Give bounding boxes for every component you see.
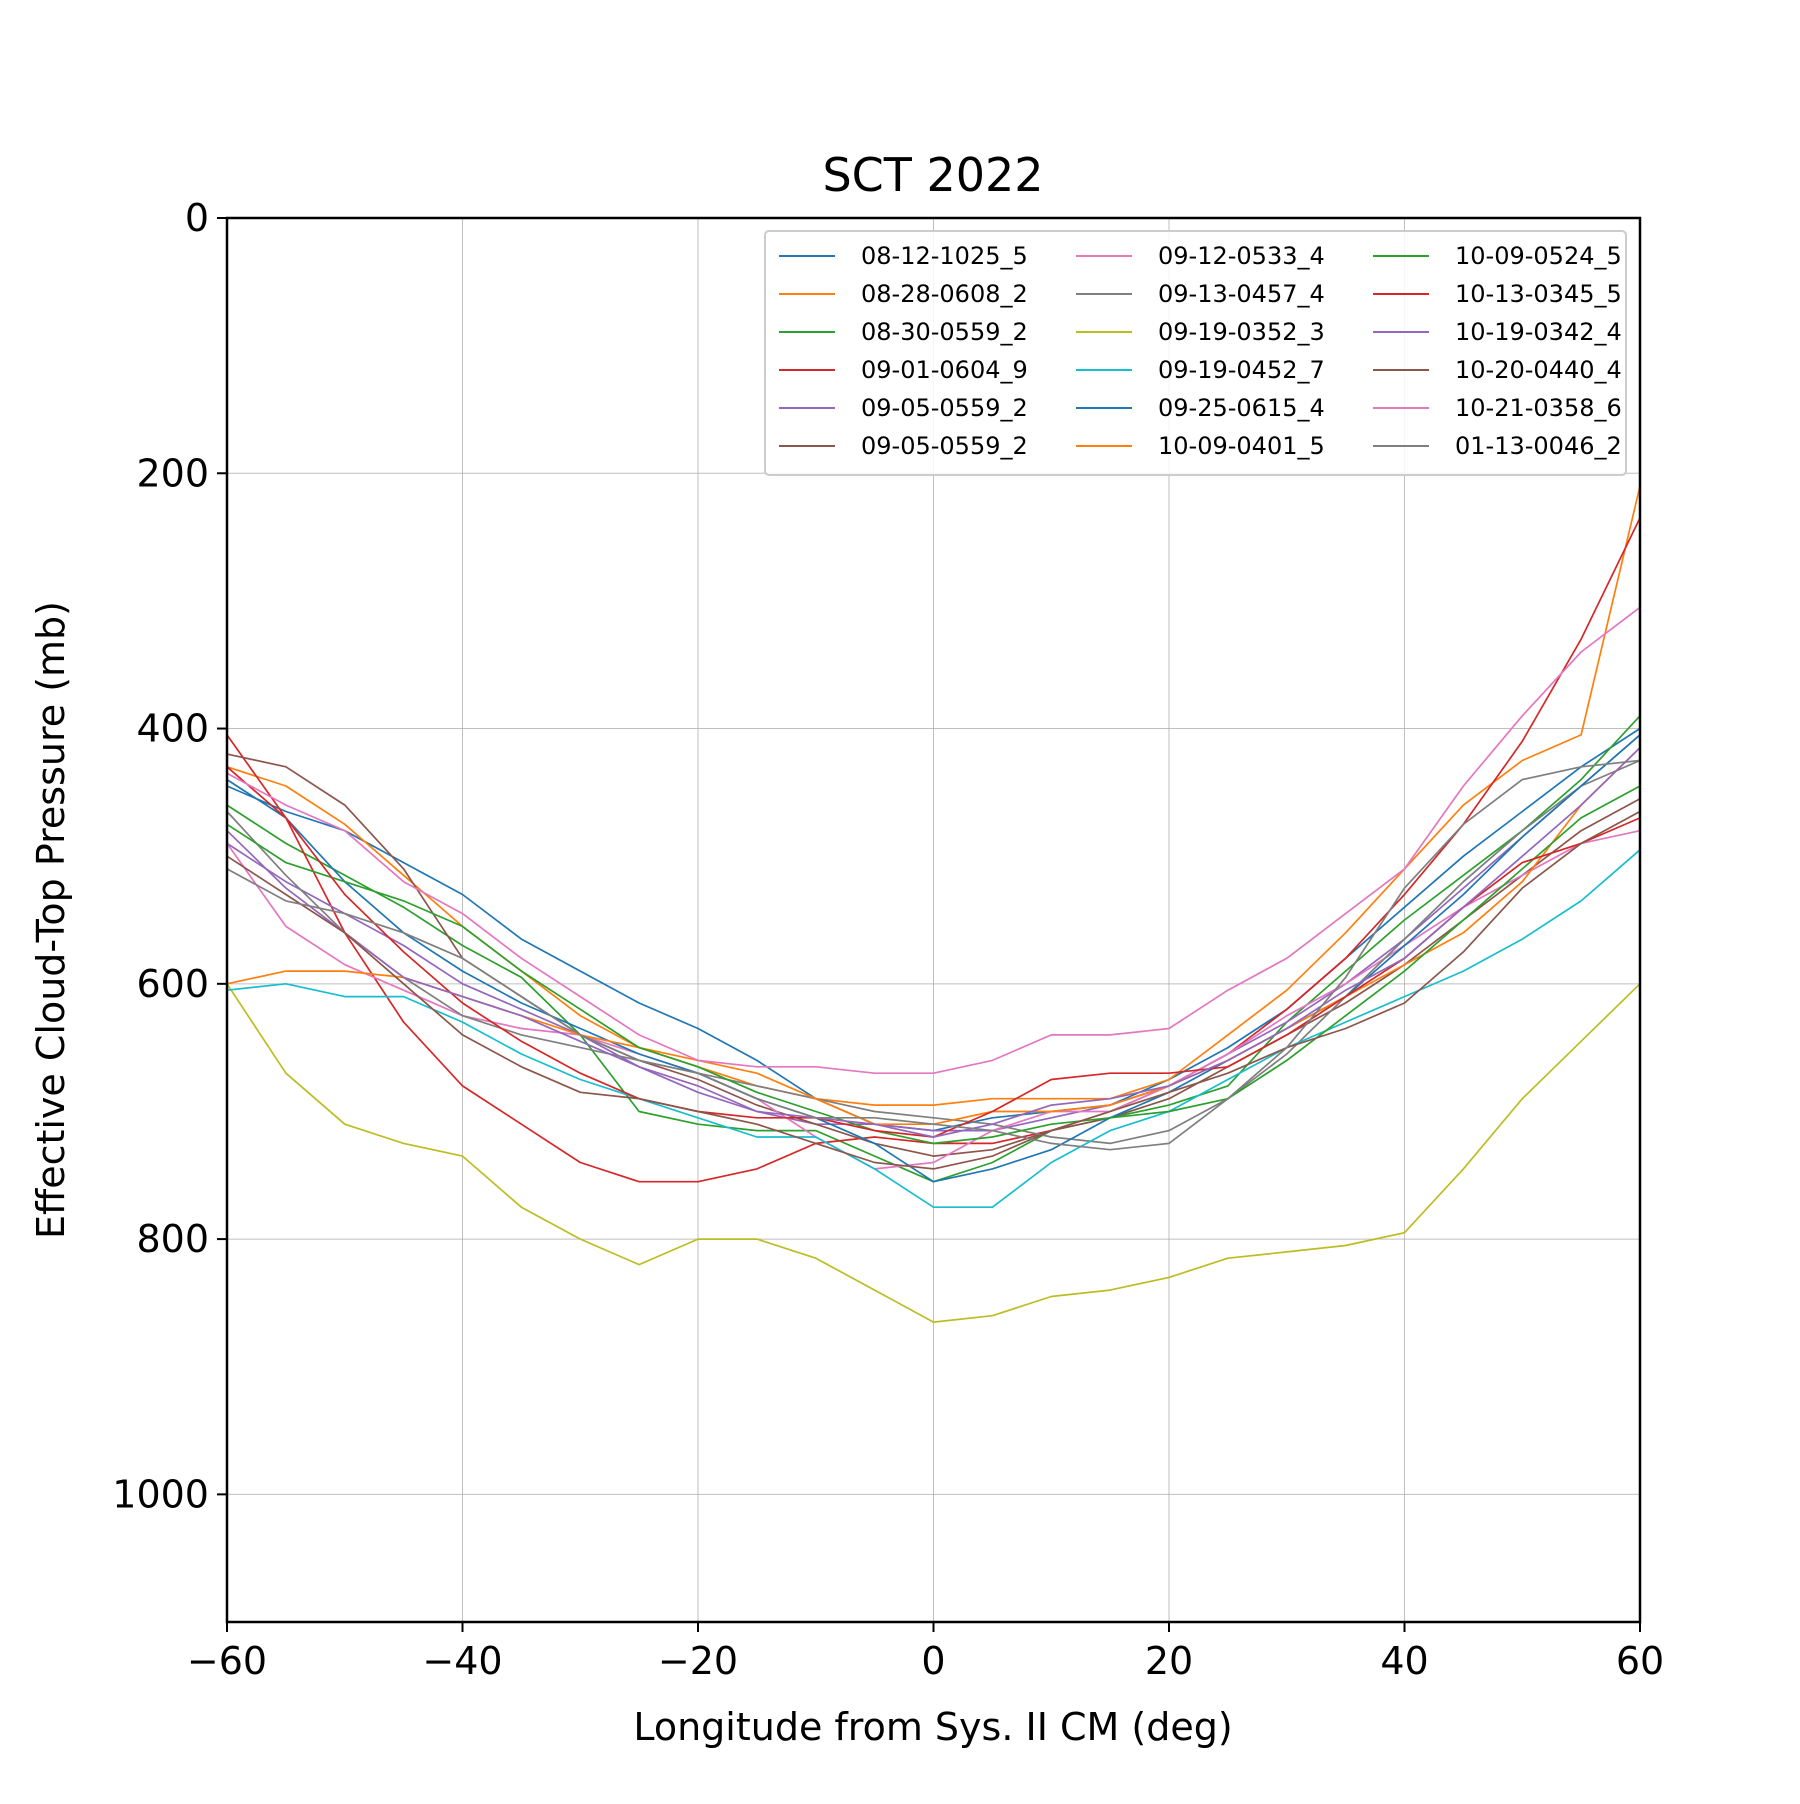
legend-box bbox=[764, 230, 1627, 476]
y-axis-label: Effective Cloud-Top Pressure (mb) bbox=[29, 601, 73, 1239]
y-tick-label: 1000 bbox=[112, 1472, 209, 1516]
legend-entry-label: 09-05-0559_2 bbox=[861, 432, 1028, 460]
series-line-10-19-0342_4 bbox=[226, 746, 1641, 1138]
legend: 08-12-1025_5 08-28-0608_2 08-30-0559_2 09-0… bbox=[764, 230, 1627, 476]
y-tick-label: 0 bbox=[185, 196, 209, 240]
y-tick-label: 200 bbox=[136, 451, 209, 495]
legend-entry-label: 09-05-0559_2 bbox=[861, 394, 1028, 422]
series-line-09-19-0452_7 bbox=[226, 848, 1641, 1209]
legend-entry-label: 10-19-0342_4 bbox=[1455, 318, 1622, 346]
x-tick-label: 0 bbox=[921, 1639, 945, 1683]
legend-entry-label: 10-20-0440_4 bbox=[1455, 356, 1622, 384]
series-line-10-09-0524_5 bbox=[226, 785, 1641, 1145]
legend-entry-label: 09-01-0604_9 bbox=[861, 356, 1028, 384]
x-tick-label: −20 bbox=[658, 1639, 738, 1683]
y-tick-label: 400 bbox=[136, 707, 209, 751]
legend-entry-label: 09-19-0452_7 bbox=[1158, 356, 1325, 384]
x-tick-label: −40 bbox=[422, 1639, 502, 1683]
legend-entry-label: 09-12-0533_4 bbox=[1158, 242, 1325, 270]
series-line-01-13-0046_2 bbox=[226, 759, 1641, 1151]
legend-entry-label: 10-09-0401_5 bbox=[1158, 432, 1325, 460]
legend-entry-label: 08-30-0559_2 bbox=[861, 318, 1028, 346]
y-tick-label: 800 bbox=[136, 1217, 209, 1261]
legend-entry-label: 08-12-1025_5 bbox=[861, 242, 1028, 270]
series-line-10-20-0440_4 bbox=[226, 810, 1641, 1170]
legend-entry-label: 09-25-0615_4 bbox=[1158, 394, 1325, 422]
x-axis-label: Longitude from Sys. II CM (deg) bbox=[633, 1705, 1232, 1749]
series-line-09-25-0615_4 bbox=[226, 734, 1641, 1183]
legend-entry-label: 09-19-0352_3 bbox=[1158, 318, 1325, 346]
x-tick-label: 20 bbox=[1145, 1639, 1193, 1683]
legend-entry-label: 10-13-0345_5 bbox=[1455, 280, 1622, 308]
legend-entry-label: 01-13-0046_2 bbox=[1455, 432, 1622, 460]
series-line-09-19-0352_3 bbox=[226, 982, 1641, 1323]
legend-entry-label: 10-21-0358_6 bbox=[1455, 394, 1622, 422]
series-line-09-13-0457_4 bbox=[226, 759, 1641, 1145]
x-tick-label: −60 bbox=[187, 1639, 267, 1683]
legend-entry-label: 08-28-0608_2 bbox=[861, 280, 1028, 308]
series-line-10-21-0358_6 bbox=[226, 606, 1641, 1075]
series-lines bbox=[226, 485, 1641, 1323]
x-tick-label: 40 bbox=[1380, 1639, 1428, 1683]
x-tick-label: 60 bbox=[1616, 1639, 1664, 1683]
legend-entry-label: 09-13-0457_4 bbox=[1158, 280, 1325, 308]
chart-title: SCT 2022 bbox=[822, 148, 1043, 202]
legend-entry-label: 10-09-0524_5 bbox=[1455, 242, 1622, 270]
y-tick-label: 600 bbox=[136, 962, 209, 1006]
